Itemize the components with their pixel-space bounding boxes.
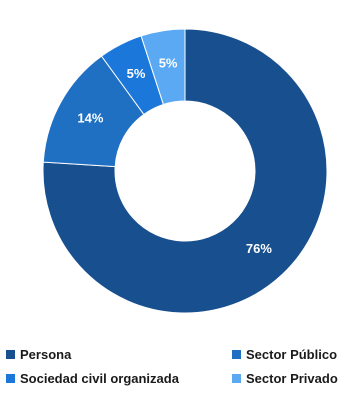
legend-swatch-sociedad-civil-organizada — [6, 374, 15, 383]
legend-item-persona: Persona — [6, 347, 71, 362]
chart-data-labels: 76% 14% 5% 5% — [77, 56, 272, 256]
legend-swatch-sector-publico — [232, 350, 241, 359]
data-label-sector-publico: 14% — [77, 110, 103, 125]
legend-item-sector-privado: Sector Privado — [232, 371, 338, 386]
legend-swatch-sector-privado — [232, 374, 241, 383]
legend-item-sociedad-civil-organizada: Sociedad civil organizada — [6, 371, 179, 386]
legend-label-sector-privado: Sector Privado — [246, 371, 338, 386]
legend-label-sociedad-civil-organizada: Sociedad civil organizada — [20, 371, 179, 386]
legend-swatch-persona — [6, 350, 15, 359]
chart-legend: Persona Sector Público Sociedad civil or… — [6, 345, 344, 391]
legend-label-persona: Persona — [20, 347, 72, 362]
donut-slice-persona — [42, 28, 328, 314]
legend-label-sector-publico: Sector Público — [246, 347, 338, 362]
data-label-persona: 76% — [246, 241, 272, 256]
chart-slices — [42, 28, 328, 314]
legend-item-sector-publico: Sector Público — [232, 347, 337, 362]
data-label-sociedad-civil-organizada: 5% — [127, 66, 146, 81]
data-label-sector-privado: 5% — [159, 56, 178, 71]
donut-slice-sector-privado — [140, 28, 186, 106]
